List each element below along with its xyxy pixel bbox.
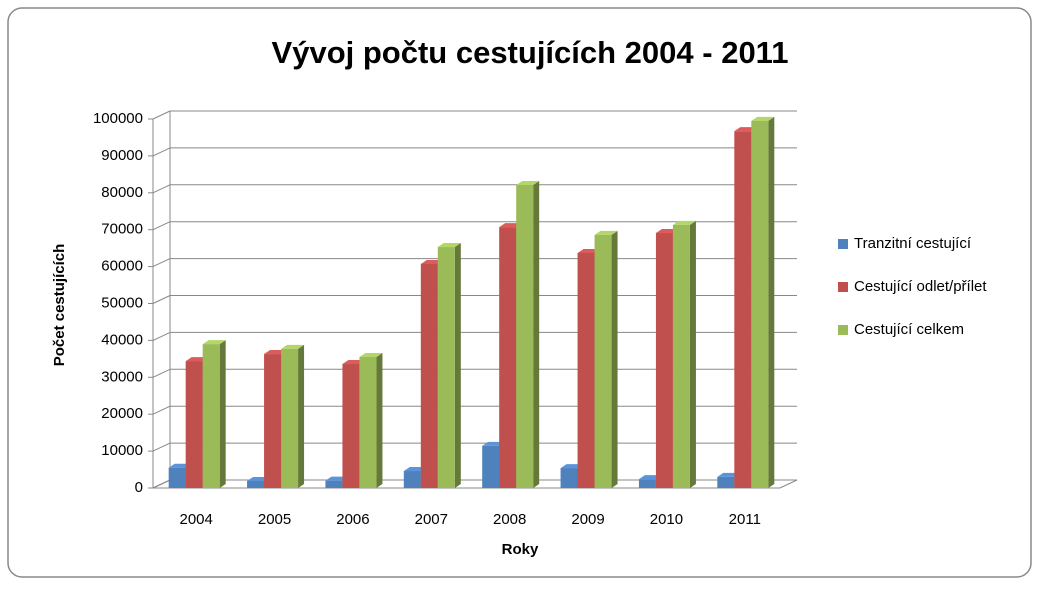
bar-side: [768, 116, 775, 488]
y-tick-label: 60000: [101, 258, 143, 275]
x-tick-label: 2004: [180, 511, 213, 528]
bar: [594, 234, 612, 488]
bar-side: [219, 340, 226, 488]
bar-top: [437, 243, 461, 248]
y-tick-label: 0: [135, 479, 143, 496]
bar-top: [202, 340, 226, 345]
legend-label: Cestující celkem: [854, 321, 964, 338]
bar: [281, 348, 299, 488]
bar-top: [594, 230, 618, 235]
bar: [359, 357, 377, 488]
bar: [420, 264, 438, 488]
grid-line-side: [152, 331, 171, 341]
x-tick-label: 2007: [415, 511, 448, 528]
grid-line-side: [152, 442, 171, 452]
bar: [264, 354, 282, 488]
bar-top: [672, 220, 696, 225]
bar: [168, 467, 186, 488]
bar-top: [751, 116, 775, 121]
bar-top: [516, 181, 540, 186]
y-tick-label: 40000: [101, 331, 143, 348]
bar: [516, 185, 534, 488]
y-tick-label: 10000: [101, 442, 143, 459]
bar-top: [359, 353, 383, 358]
bar: [577, 252, 595, 488]
legend-label: Cestující odlet/přílet: [854, 278, 987, 295]
bar-side: [376, 353, 383, 488]
bar: [655, 233, 673, 488]
bar-side: [611, 230, 618, 488]
legend-swatch: [838, 325, 848, 335]
bar-side: [689, 220, 696, 488]
legend-swatch: [838, 239, 848, 249]
y-axis-title: Počet cestujících: [51, 244, 68, 367]
bar: [202, 344, 220, 488]
bar: [734, 131, 752, 488]
y-tick-label: 80000: [101, 184, 143, 201]
y-tick-label: 70000: [101, 221, 143, 238]
y-tick-label: 100000: [93, 110, 143, 127]
x-tick-label: 2006: [336, 511, 369, 528]
y-tick-label: 20000: [101, 405, 143, 422]
grid-line-side: [152, 110, 171, 120]
x-tick-label: 2009: [571, 511, 604, 528]
bar: [342, 364, 360, 488]
bar: [751, 120, 769, 488]
bar-side: [533, 181, 540, 488]
chart-title: Vývoj počtu cestujících 2004 - 2011: [272, 35, 789, 70]
grid-line-side: [152, 258, 171, 268]
x-tick-label: 2008: [493, 511, 526, 528]
bar: [247, 480, 265, 488]
x-tick-label: 2010: [650, 511, 683, 528]
bar: [482, 445, 500, 488]
bar: [437, 247, 455, 488]
y-tick-label: 50000: [101, 294, 143, 311]
bar: [560, 468, 578, 488]
bar-side: [454, 243, 461, 488]
bar: [672, 224, 690, 488]
grid-line-side: [152, 221, 171, 231]
bar: [638, 479, 656, 488]
x-tick-label: 2011: [729, 511, 761, 528]
bar: [185, 361, 203, 488]
grid-line-side: [152, 479, 171, 489]
grid-line-side: [152, 368, 171, 378]
grid-line-side: [152, 147, 171, 157]
bar-side: [298, 344, 305, 488]
grid-line-side: [152, 295, 171, 304]
legend-swatch: [838, 282, 848, 292]
grid-line-side: [152, 405, 171, 415]
x-tick-label: 2005: [258, 511, 291, 528]
bar-top: [281, 344, 305, 349]
bar: [403, 471, 421, 488]
legend-label: Tranzitní cestující: [854, 235, 972, 252]
grid-line-side: [152, 184, 171, 194]
y-tick-label: 90000: [101, 147, 143, 164]
bar: [717, 476, 735, 488]
bar: [499, 227, 517, 488]
y-tick-label: 30000: [101, 368, 143, 385]
x-axis-title: Roky: [502, 541, 539, 558]
bar: [325, 480, 343, 488]
